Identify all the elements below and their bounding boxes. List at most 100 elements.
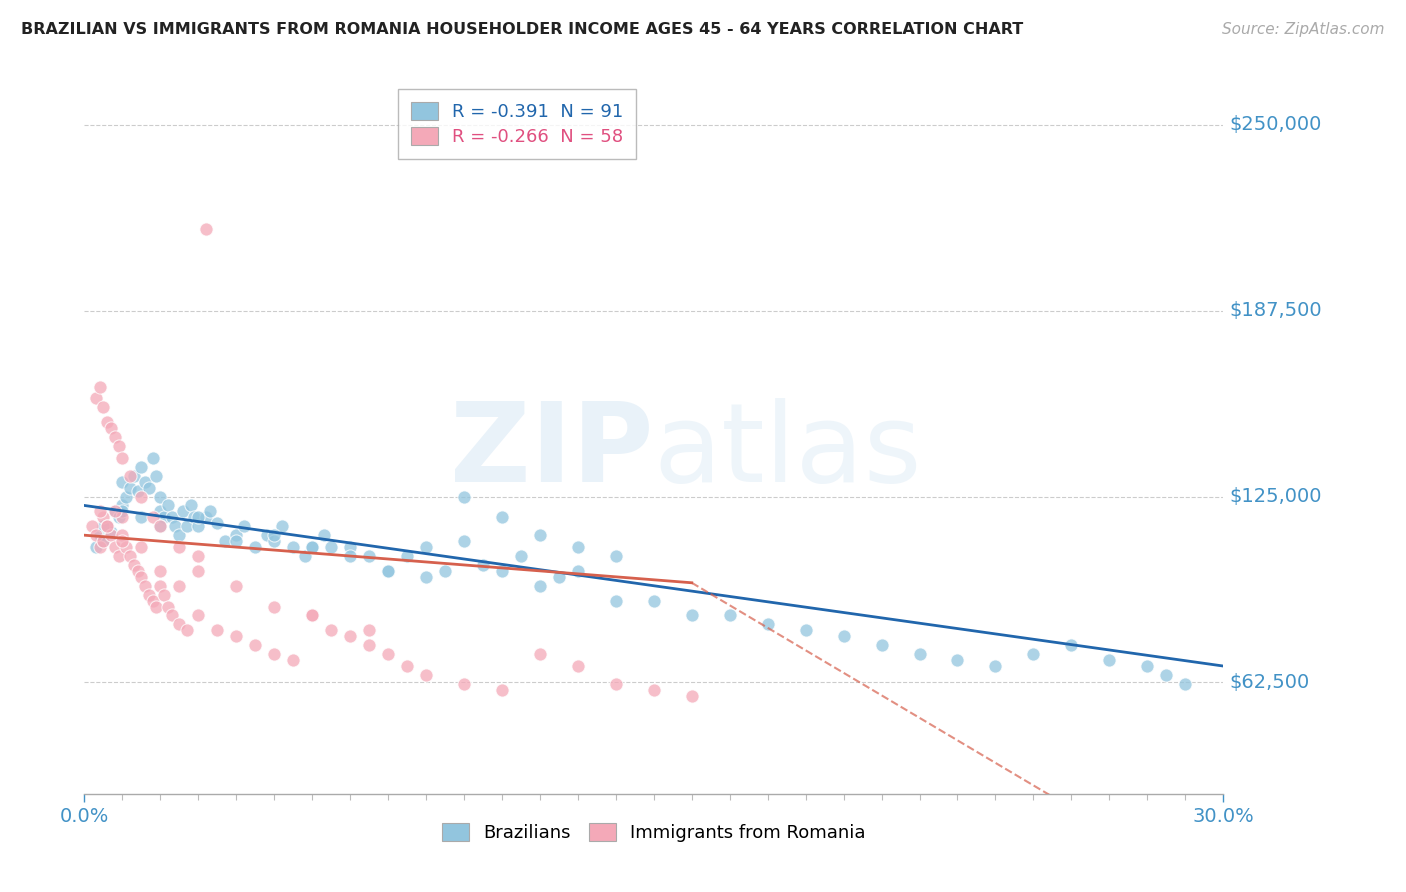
Point xyxy=(153,510,176,524)
Point xyxy=(256,528,278,542)
Point xyxy=(104,540,127,554)
Point xyxy=(169,579,191,593)
Point xyxy=(339,629,361,643)
Point xyxy=(107,549,129,563)
Point xyxy=(605,549,627,563)
Point xyxy=(194,222,217,236)
Point xyxy=(339,549,361,563)
Point xyxy=(93,534,115,549)
Point xyxy=(1060,638,1083,652)
Point xyxy=(129,510,153,524)
Point xyxy=(80,519,103,533)
Point xyxy=(756,617,779,632)
Point xyxy=(359,624,381,638)
Point xyxy=(681,689,703,703)
Point xyxy=(111,450,134,465)
Point xyxy=(160,510,183,524)
Point xyxy=(127,483,149,498)
Point xyxy=(183,510,205,524)
Point xyxy=(115,540,138,554)
Point xyxy=(377,564,399,578)
Point xyxy=(142,510,165,524)
Point xyxy=(96,415,118,429)
Point xyxy=(129,459,153,474)
Point xyxy=(149,564,172,578)
Point xyxy=(301,608,323,623)
Point xyxy=(283,653,305,667)
Point xyxy=(529,647,551,661)
Point xyxy=(396,549,419,563)
Point xyxy=(194,510,217,524)
Point xyxy=(100,528,122,542)
Text: $250,000: $250,000 xyxy=(1229,115,1322,135)
Point xyxy=(605,677,627,691)
Point xyxy=(96,519,118,533)
Point xyxy=(93,534,115,549)
Point xyxy=(263,599,285,614)
Text: BRAZILIAN VS IMMIGRANTS FROM ROMANIA HOUSEHOLDER INCOME AGES 45 - 64 YEARS CORRE: BRAZILIAN VS IMMIGRANTS FROM ROMANIA HOU… xyxy=(21,22,1024,37)
Point xyxy=(415,668,437,682)
Point xyxy=(643,682,665,697)
Point xyxy=(149,519,172,533)
Point xyxy=(359,638,381,652)
Point xyxy=(104,430,127,444)
Point xyxy=(1174,677,1197,691)
Point xyxy=(245,638,267,652)
Point xyxy=(529,579,551,593)
Point xyxy=(567,564,589,578)
Point xyxy=(156,499,179,513)
Point xyxy=(548,570,571,584)
Point xyxy=(169,528,191,542)
Point xyxy=(946,653,969,667)
Point xyxy=(176,519,198,533)
Point xyxy=(567,659,589,673)
Point xyxy=(681,608,703,623)
Point xyxy=(111,528,134,542)
Point xyxy=(129,490,153,504)
Text: Source: ZipAtlas.com: Source: ZipAtlas.com xyxy=(1222,22,1385,37)
Legend: Brazilians, Immigrants from Romania: Brazilians, Immigrants from Romania xyxy=(434,815,873,849)
Point xyxy=(89,379,111,393)
Point xyxy=(263,528,285,542)
Point xyxy=(396,659,419,673)
Point xyxy=(207,516,229,531)
Point xyxy=(129,540,153,554)
Point xyxy=(567,540,589,554)
Point xyxy=(187,549,209,563)
Point xyxy=(270,519,292,533)
Point xyxy=(294,549,316,563)
Point xyxy=(453,677,475,691)
Point xyxy=(415,540,437,554)
Point xyxy=(301,540,323,554)
Point xyxy=(187,608,209,623)
Point xyxy=(96,519,118,533)
Point xyxy=(134,579,156,593)
Point xyxy=(138,588,160,602)
Point xyxy=(145,468,167,483)
Point xyxy=(160,608,183,623)
Point xyxy=(122,468,145,483)
Point xyxy=(377,564,399,578)
Point xyxy=(491,510,513,524)
Point xyxy=(169,540,191,554)
Point xyxy=(529,528,551,542)
Point xyxy=(111,475,134,489)
Point xyxy=(225,629,247,643)
Point xyxy=(165,519,187,533)
Point xyxy=(107,510,129,524)
Text: $125,000: $125,000 xyxy=(1229,487,1322,506)
Point xyxy=(283,540,305,554)
Point xyxy=(321,540,343,554)
Text: $62,500: $62,500 xyxy=(1229,673,1309,692)
Point xyxy=(453,534,475,549)
Point xyxy=(127,564,149,578)
Text: $187,500: $187,500 xyxy=(1229,301,1322,320)
Point xyxy=(89,504,111,518)
Point xyxy=(472,558,495,572)
Point xyxy=(214,534,236,549)
Point xyxy=(149,504,172,518)
Point xyxy=(1022,647,1045,661)
Point xyxy=(134,475,156,489)
Point xyxy=(301,608,323,623)
Point xyxy=(111,534,134,549)
